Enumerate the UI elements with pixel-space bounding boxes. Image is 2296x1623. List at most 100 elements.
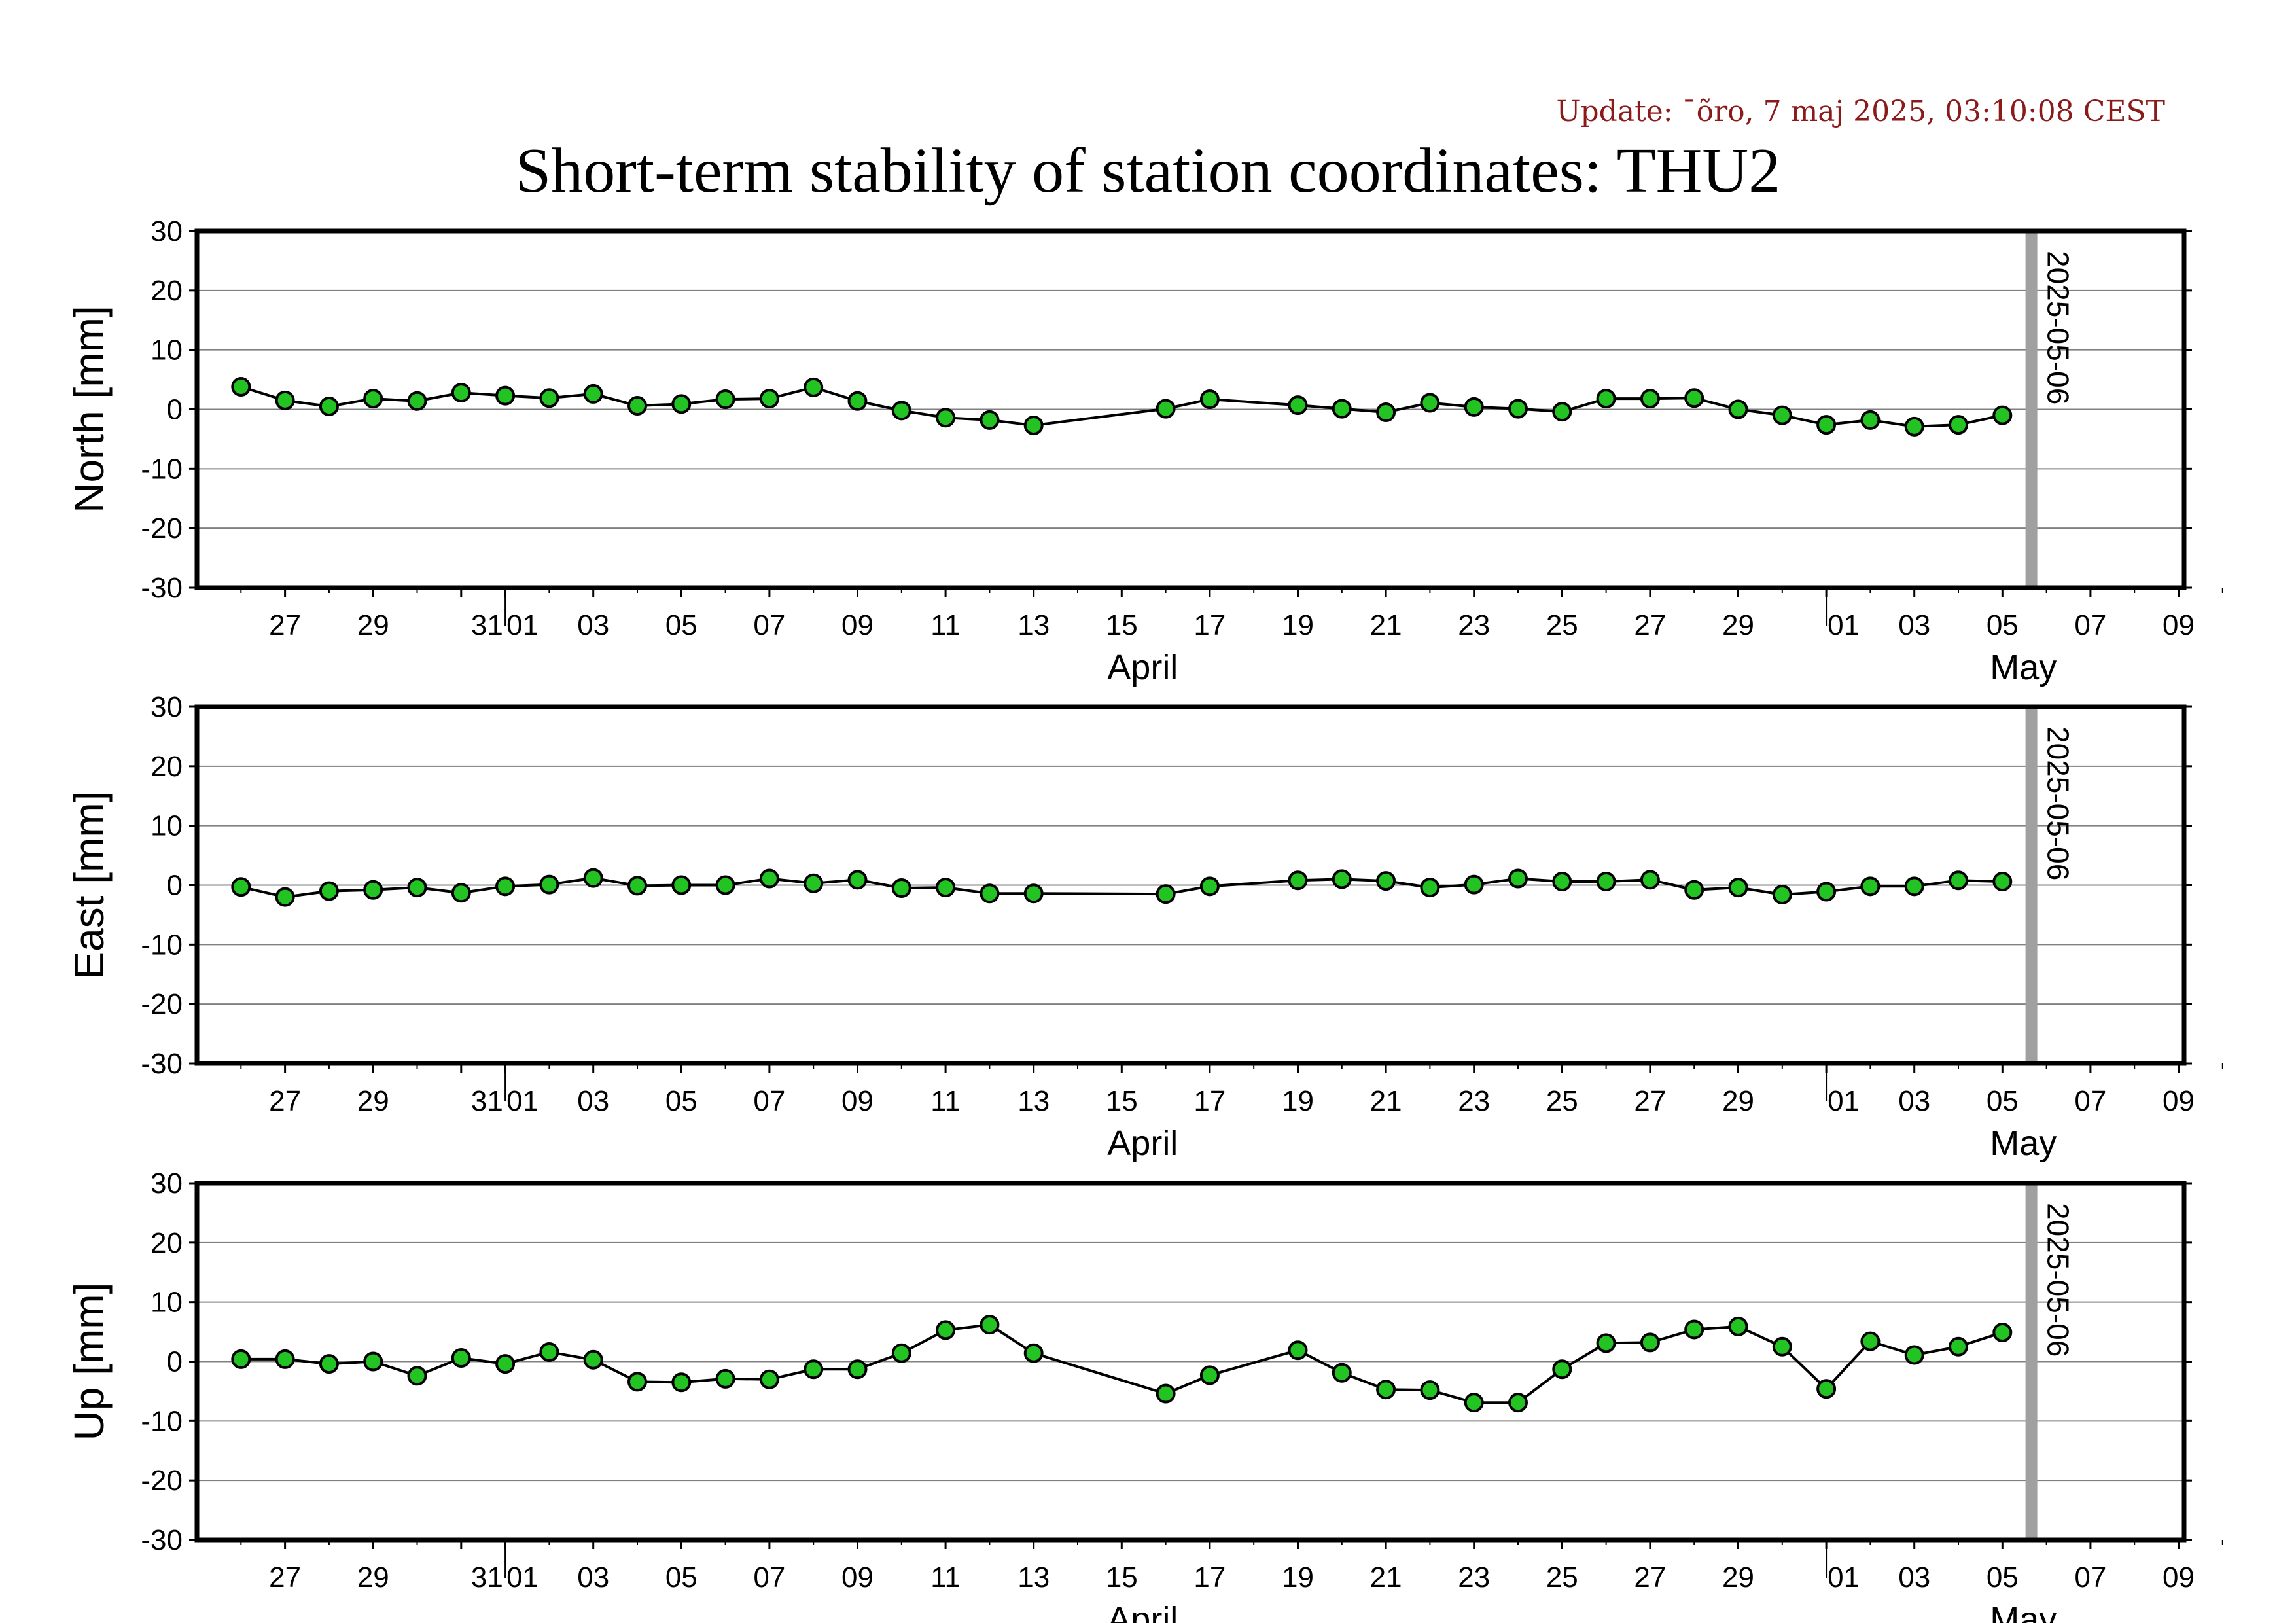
x-tick-label: 03 xyxy=(577,609,609,641)
data-point xyxy=(980,883,1000,904)
data-point xyxy=(231,877,251,897)
x-tick-label: 23 xyxy=(1458,1085,1490,1117)
x-tick-label: 01 xyxy=(506,1561,539,1594)
y-tick-label: -20 xyxy=(141,988,183,1020)
x-tick-label: 15 xyxy=(1106,609,1138,641)
x-tick-label: 07 xyxy=(753,1085,785,1117)
data-point xyxy=(1772,1336,1792,1357)
x-tick-label: 01 xyxy=(1828,1085,1860,1117)
y-axis-label: Up [mm] xyxy=(65,1283,113,1441)
x-tick-label: 29 xyxy=(1722,609,1754,641)
month-label: April xyxy=(1107,648,1178,687)
y-tick-label: 20 xyxy=(150,275,183,307)
y-tick-label: 0 xyxy=(167,1346,183,1378)
data-point xyxy=(583,383,603,404)
x-tick-label: 25 xyxy=(1546,1085,1578,1117)
data-point xyxy=(407,391,427,411)
data-point xyxy=(715,1368,735,1389)
x-tick-label: 19 xyxy=(1282,1085,1314,1117)
x-tick-label: 03 xyxy=(1898,609,1930,641)
x-tick-label: 07 xyxy=(2074,609,2106,641)
data-point xyxy=(1640,1332,1660,1353)
x-tick-label: 05 xyxy=(665,609,698,641)
data-point xyxy=(847,1359,868,1380)
data-point xyxy=(671,394,692,414)
x-tick-label: 17 xyxy=(1193,1085,1226,1117)
data-point xyxy=(1420,1380,1440,1400)
data-point xyxy=(319,1354,339,1374)
data-point xyxy=(1992,1322,2013,1342)
y-axis-label: North [mm] xyxy=(65,306,113,512)
y-tick-label: -30 xyxy=(141,572,183,604)
data-point xyxy=(363,880,383,900)
x-tick-label: 05 xyxy=(1987,609,2019,641)
x-tick-label: 21 xyxy=(1370,609,1402,641)
x-tick-label: 19 xyxy=(1282,609,1314,641)
x-tick-label: 07 xyxy=(2074,1561,2106,1594)
data-point xyxy=(275,1349,295,1369)
data-point xyxy=(1023,883,1044,904)
data-point xyxy=(1552,872,1572,892)
x-tick-label: 17 xyxy=(1193,1561,1226,1594)
x-tick-label: 27 xyxy=(269,1561,301,1594)
data-point xyxy=(671,1372,692,1393)
data-point xyxy=(1904,1345,1924,1365)
x-tick-label: 03 xyxy=(577,1085,609,1117)
data-point xyxy=(1156,884,1176,904)
x-tick-label: 01 xyxy=(506,609,539,641)
data-point xyxy=(1596,872,1616,892)
x-tick-label: 29 xyxy=(357,1561,389,1594)
data-point xyxy=(1464,397,1484,417)
x-tick-label: 31 xyxy=(471,1085,503,1117)
data-point xyxy=(1772,885,1792,905)
y-axis-label: East [mm] xyxy=(65,791,113,979)
x-tick-label: 13 xyxy=(1017,1561,1050,1594)
data-point xyxy=(1288,395,1308,416)
data-point xyxy=(1640,870,1660,890)
x-tick-label: 27 xyxy=(269,1085,301,1117)
data-point xyxy=(583,868,603,888)
data-point xyxy=(1860,410,1881,430)
y-tick-label: 10 xyxy=(150,334,183,366)
x-tick-label: 01 xyxy=(1828,609,1860,641)
data-point xyxy=(1023,416,1044,436)
x-tick-label: 05 xyxy=(665,1085,698,1117)
data-point xyxy=(407,878,427,898)
data-point xyxy=(275,390,295,410)
data-point xyxy=(1860,1331,1881,1351)
data-point xyxy=(1376,1380,1396,1400)
y-tick-label: -10 xyxy=(141,453,183,485)
data-point xyxy=(1376,402,1396,423)
data-point xyxy=(1156,399,1176,419)
data-point xyxy=(275,887,295,907)
data-point xyxy=(495,876,516,897)
update-timestamp: Update: ¯õro, 7 maj 2025, 03:10:08 CEST xyxy=(1556,95,2165,128)
month-label: April xyxy=(1107,1124,1178,1163)
date-marker-line xyxy=(2025,1183,2038,1540)
x-tick-label: 21 xyxy=(1370,1085,1402,1117)
y-tick-label: 10 xyxy=(150,810,183,842)
data-point xyxy=(1464,874,1484,895)
y-tick-label: 10 xyxy=(150,1287,183,1319)
x-tick-label: 09 xyxy=(2163,1561,2195,1594)
data-point xyxy=(671,875,692,895)
data-point xyxy=(1816,415,1837,435)
x-tick-label: 15 xyxy=(1106,1561,1138,1594)
data-point xyxy=(1860,876,1881,897)
x-tick-label: 27 xyxy=(1634,1085,1666,1117)
date-marker-label: 2025-05-06 xyxy=(2041,251,2075,404)
data-point xyxy=(1552,402,1572,422)
x-tick-label: 05 xyxy=(1987,1561,2019,1594)
x-tick-label: 27 xyxy=(1634,1561,1666,1594)
y-tick-label: -30 xyxy=(141,1048,183,1080)
data-point xyxy=(1684,880,1704,900)
date-marker-label: 2025-05-06 xyxy=(2041,1203,2075,1357)
y-tick-label: 20 xyxy=(150,1227,183,1259)
data-point xyxy=(495,1354,516,1374)
x-tick-label: 09 xyxy=(841,1561,874,1594)
data-point xyxy=(715,389,735,410)
data-point xyxy=(891,401,911,421)
data-point xyxy=(319,881,339,901)
data-point xyxy=(1816,882,1837,902)
